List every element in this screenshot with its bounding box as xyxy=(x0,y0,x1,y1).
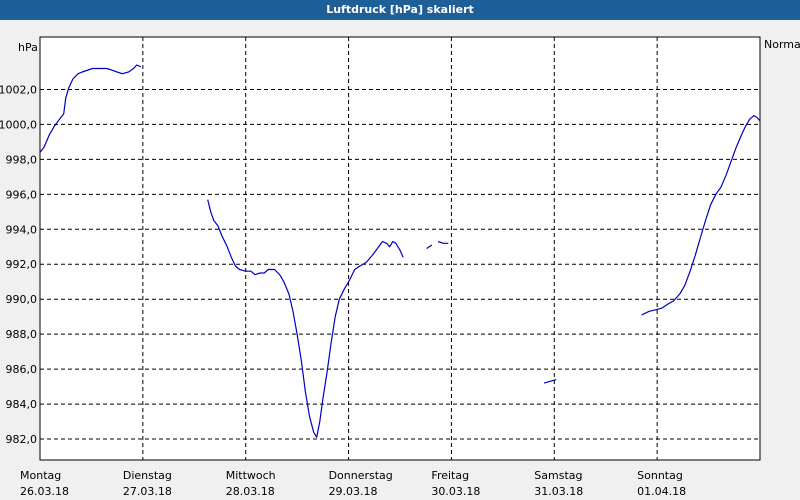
x-tick-day: Dienstag xyxy=(123,469,172,482)
y-tick-label: 1000,0 xyxy=(0,118,37,131)
y-tick-label: 992,0 xyxy=(6,258,38,271)
pressure-line-segment xyxy=(641,115,761,316)
pressure-line-segment xyxy=(437,240,449,244)
legend-entry: Normal xyxy=(764,38,800,51)
x-tick-day: Donnerstag xyxy=(329,469,393,482)
y-tick-label: 998,0 xyxy=(6,153,38,166)
x-tick-day: Samstag xyxy=(534,469,582,482)
y-tick-label: 982,0 xyxy=(6,433,38,446)
x-tick-day: Sonntag xyxy=(637,469,683,482)
pressure-line-segment xyxy=(543,379,557,384)
y-tick-label: 996,0 xyxy=(6,188,38,201)
y-tick-label: 994,0 xyxy=(6,223,38,236)
x-tick-day: Freitag xyxy=(431,469,469,482)
x-tick-date: 30.03.18 xyxy=(431,485,480,498)
chart-title: Luftdruck [hPa] skaliert xyxy=(0,0,800,20)
y-tick-label: 1002,0 xyxy=(0,83,37,96)
y-tick-label: 988,0 xyxy=(6,328,38,341)
x-tick-day: Mittwoch xyxy=(226,469,276,482)
x-tick-date: 29.03.18 xyxy=(329,485,378,498)
plot-frame xyxy=(39,36,761,461)
x-tick-date: 28.03.18 xyxy=(226,485,275,498)
y-tick-label: 990,0 xyxy=(6,293,38,306)
x-tick-date: 26.03.18 xyxy=(20,485,69,498)
plot-background xyxy=(40,37,760,460)
y-unit-label: hPa xyxy=(18,41,38,54)
pressure-line-segment xyxy=(207,199,404,438)
y-tick-label: 986,0 xyxy=(6,363,38,376)
pressure-line-segment xyxy=(39,64,142,153)
x-tick-date: 01.04.18 xyxy=(637,485,686,498)
y-tick-label: 984,0 xyxy=(6,398,38,411)
x-tick-date: 27.03.18 xyxy=(123,485,172,498)
pressure-line-segment xyxy=(426,244,433,249)
x-tick-day: Montag xyxy=(20,469,61,482)
x-tick-date: 31.03.18 xyxy=(534,485,583,498)
